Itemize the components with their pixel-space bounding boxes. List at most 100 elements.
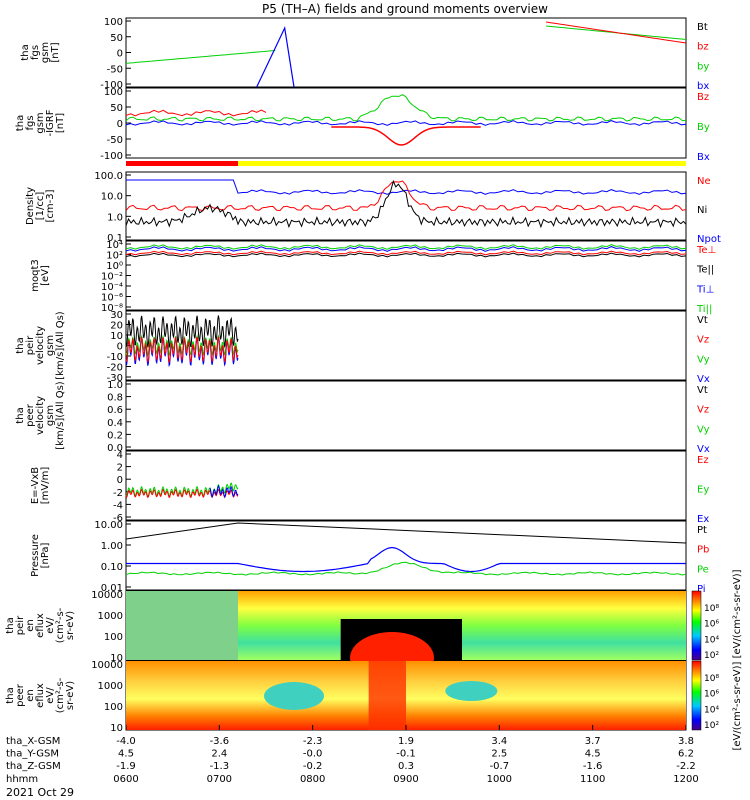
- y-tick-label-fgs_dipole: -100: [100, 151, 123, 162]
- ylabel-line-pressure: Pressure: [30, 534, 41, 577]
- ylabel-line-peir_vel: peir: [25, 335, 36, 355]
- ylabel-line-peir_eflux: eV/: [45, 617, 56, 634]
- ylabel-line-peir_vel: [km/s](All Qs): [55, 311, 66, 379]
- y-tick-label-pressure: 0.01: [101, 583, 123, 594]
- y-tick-label-temp: 10⁰: [106, 261, 123, 272]
- y-tick-label-efield: 4: [117, 450, 123, 461]
- ylabel-line-peer_vel: tha: [15, 407, 26, 423]
- x-tick-label: 1200: [673, 774, 698, 785]
- legend-peer_vel: Vz: [697, 405, 709, 416]
- ylabel-line-peer_eflux: tha: [5, 687, 16, 703]
- trace-efield-ex: [209, 484, 239, 499]
- y-tick-label-peer_vel: 1.0: [107, 380, 123, 391]
- ylabel-line-density: [1/cc]: [35, 192, 46, 221]
- ylabel-line-peer_eflux: eV/: [45, 687, 56, 704]
- ephemeris-value: -0.2: [303, 761, 323, 772]
- y-tick-label-fgs: 0: [117, 49, 123, 60]
- ephemeris-value: -2.3: [303, 736, 323, 747]
- figure-title: P5 (TH–A) fields and ground moments over…: [262, 2, 548, 16]
- ylabel-temp: moqt3 [eV]: [30, 259, 51, 292]
- ephemeris-value: -0.0: [303, 749, 323, 760]
- ylabel-line-density: [cm-3]: [45, 189, 56, 222]
- colorbar-tick-1: 10⁴: [704, 635, 719, 645]
- y-tick-label-peir_vel: 20: [110, 321, 123, 332]
- ylabel-line-peer_eflux: (cm²-s-: [55, 677, 66, 713]
- ephemeris-value: 3.8: [678, 736, 694, 747]
- y-tick-label-peer_eflux: 100: [104, 702, 123, 713]
- legend-fgs_dipole: Bz: [697, 92, 709, 103]
- ylabel-line-fgs: [nT]: [50, 42, 61, 62]
- x-tick-label: 1100: [580, 774, 605, 785]
- y-tick-label-efield: -2: [113, 488, 123, 499]
- ylabel-line-peer_vel: [km/s](All Qs): [55, 381, 66, 449]
- ylabel-peer_vel: tha peer velocity gsm [km/s](All Qs): [15, 381, 66, 449]
- spectrogram-peir-early: [126, 591, 238, 660]
- legend-temp: Ti||: [696, 304, 712, 315]
- y-tick-label-peir_eflux: 10: [110, 653, 123, 664]
- y-tick-label-density: 100.0: [94, 171, 123, 182]
- y-tick-label-peer_vel: 0.8: [107, 393, 123, 404]
- y-tick-label-peer_vel: 0.0: [107, 443, 123, 454]
- trace-temp-ti-perp: [125, 246, 687, 252]
- ephemeris-label: tha_Y-GSM: [6, 749, 59, 760]
- spectrogram-peer-cool-2: [445, 681, 498, 701]
- ylabel-line-density: Density: [25, 187, 36, 225]
- y-tick-label-efield: -4: [113, 500, 123, 511]
- x-tick-label: 0900: [393, 774, 418, 785]
- panel-frame-fgs: [125, 17, 687, 88]
- ylabel-line-peer_vel: gsm: [45, 405, 56, 426]
- traces-group: [125, 21, 687, 730]
- y-tick-label-temp: 10⁻⁶: [101, 293, 123, 304]
- ephemeris-value: -0.1: [396, 749, 416, 760]
- y-tick-label-temp: 10⁻⁴: [101, 282, 123, 293]
- legend-temp: Te||: [696, 265, 714, 276]
- y-tick-label-fgs: 50: [110, 33, 123, 44]
- y-tick-label-peer_eflux: 10: [110, 723, 123, 734]
- legend-fgs_dipole: Bx: [697, 152, 710, 163]
- ephemeris-value: -3.6: [210, 736, 230, 747]
- legend-peer_vel: Vt: [697, 385, 708, 396]
- ephemeris-value: -1.3: [210, 761, 230, 772]
- ylabel-fgs_dipole: tha fgs gsm -IGRF [nT]: [15, 109, 66, 136]
- ephemeris-value: 1.9: [398, 736, 414, 747]
- trace-fgs2-bz: [125, 109, 267, 117]
- trace-peir-vz: [125, 336, 239, 364]
- ylabel-line-peer_vel: velocity: [35, 396, 46, 435]
- y-tick-label-peer_vel: 0.6: [107, 405, 123, 416]
- ephemeris-value: 3.4: [491, 736, 507, 747]
- legend-fgs_dipole: By: [697, 122, 710, 133]
- ylabel-density: Density [1/cc] [cm-3]: [25, 187, 56, 225]
- colorbar-tick-1: 10²: [704, 651, 719, 661]
- ylabel-line-fgs: fgs: [30, 45, 41, 60]
- legend-density: Ne: [697, 176, 711, 187]
- spectrogram-peer-band: [368, 661, 406, 730]
- y-tick-label-fgs: 100: [104, 17, 123, 28]
- ephemeris-value: 2.4: [211, 749, 227, 760]
- ephemeris-value: -0.7: [490, 761, 510, 772]
- trace-density-npot: [126, 179, 687, 195]
- y-tick-label-peir_vel: 30: [110, 310, 123, 321]
- ylabel-pressure: Pressure [nPa]: [30, 534, 51, 577]
- trace-fgs2-bz-dip: [331, 126, 481, 146]
- y-tick-label-peir_vel: -20: [107, 363, 123, 374]
- colorbar-tick-2: 10²: [704, 721, 719, 731]
- ephemeris-value: -4.0: [116, 736, 136, 747]
- colorbar-tick-2: 10⁴: [704, 705, 719, 715]
- ylabel-line-fgs_dipole: fgs: [25, 115, 36, 130]
- ephemeris-label: tha_X-GSM: [6, 736, 60, 747]
- legend-peir_vel: Vt: [697, 315, 708, 326]
- colorbar-tick-1: 10⁸: [704, 604, 719, 614]
- legend-fgs: bz: [697, 42, 709, 53]
- ylabel-line-peir_eflux: peir: [15, 615, 26, 635]
- y-tick-label-peir_eflux: 10000: [91, 590, 123, 601]
- ylabel-line-peir_eflux: (cm²-s-: [55, 607, 66, 643]
- y-tick-label-pressure: 1.00: [101, 541, 123, 552]
- trace-temp-ti-par: [125, 244, 687, 250]
- legend-fgs: by: [697, 61, 709, 72]
- ylabel-line-fgs_dipole: tha: [15, 115, 26, 131]
- ylabel-line-peir_eflux: sr-eV): [65, 611, 76, 640]
- ylabel-peer_eflux: tha peer en eflux eV/(cm²-s-sr-eV): [5, 677, 76, 713]
- ylabel-line-efield: [mV/m]: [40, 467, 51, 505]
- y-tick-label-fgs_dipole: 50: [110, 103, 123, 114]
- trace-density-ni: [125, 179, 687, 229]
